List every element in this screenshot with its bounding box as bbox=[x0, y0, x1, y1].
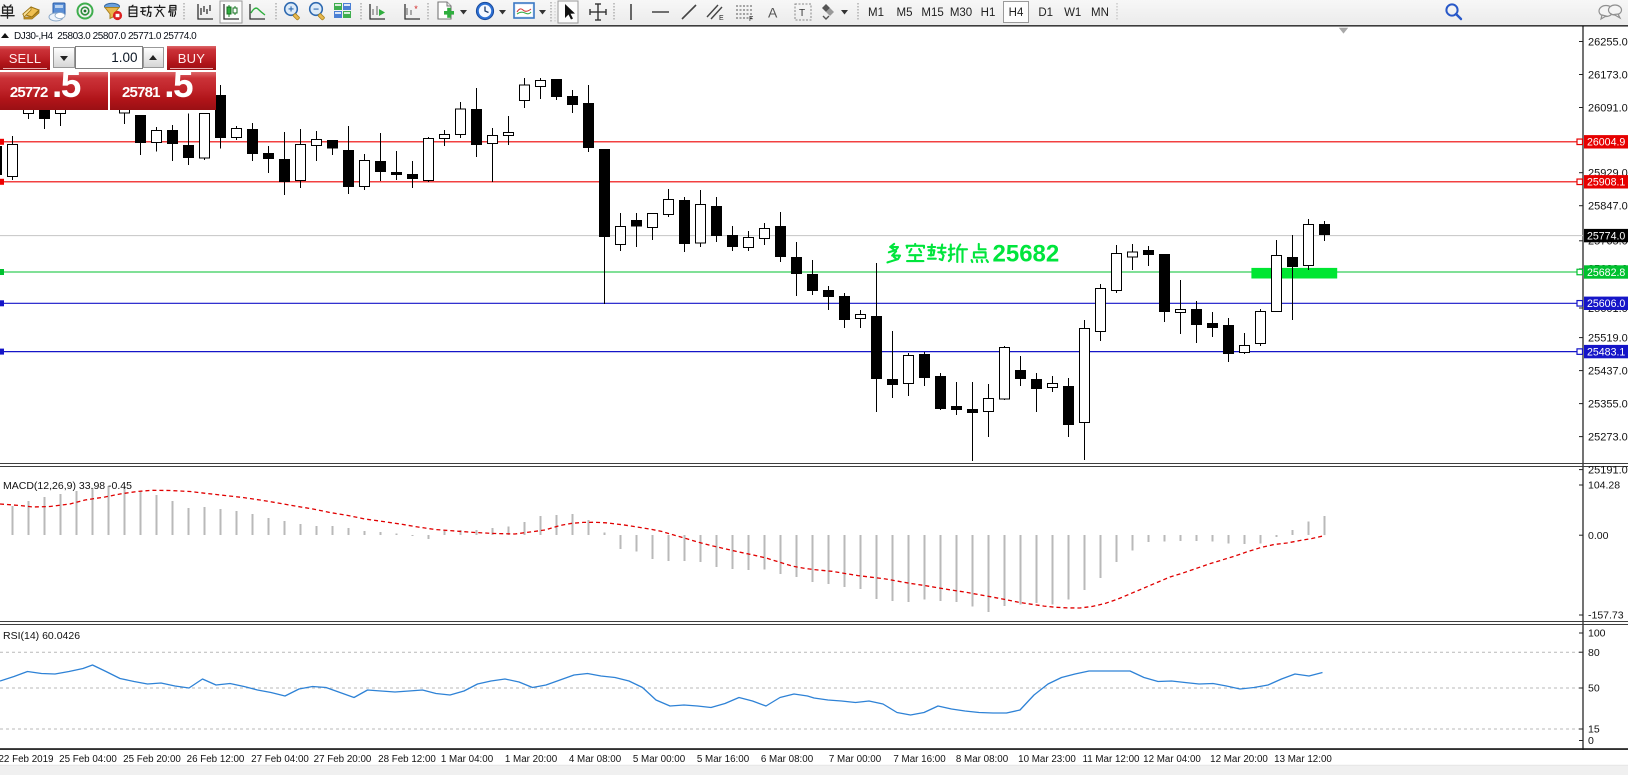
svg-text:5 Mar 00:00: 5 Mar 00:00 bbox=[633, 754, 686, 765]
svg-text:25 Feb 20:00: 25 Feb 20:00 bbox=[123, 754, 181, 765]
svg-text:1 Mar 20:00: 1 Mar 20:00 bbox=[505, 754, 558, 765]
svg-text:-157.73: -157.73 bbox=[1588, 610, 1624, 622]
svg-text:25437.0: 25437.0 bbox=[1588, 365, 1628, 377]
svg-text:22 Feb 2019: 22 Feb 2019 bbox=[0, 754, 54, 765]
svg-text:4 Mar 08:00: 4 Mar 08:00 bbox=[569, 754, 622, 765]
svg-text:25483.1: 25483.1 bbox=[1587, 346, 1625, 358]
svg-text:26255.0: 26255.0 bbox=[1588, 36, 1628, 48]
svg-text:12 Mar 04:00: 12 Mar 04:00 bbox=[1143, 754, 1201, 765]
svg-text:13 Mar 12:00: 13 Mar 12:00 bbox=[1274, 754, 1332, 765]
svg-text:M1: M1 bbox=[868, 7, 884, 19]
svg-text:+: + bbox=[288, 5, 294, 16]
svg-text:25519.0: 25519.0 bbox=[1588, 332, 1628, 344]
svg-text:M30: M30 bbox=[950, 7, 972, 19]
svg-text:7 Mar 16:00: 7 Mar 16:00 bbox=[893, 754, 946, 765]
svg-text:12 Mar 20:00: 12 Mar 20:00 bbox=[1210, 754, 1268, 765]
svg-text:−: − bbox=[313, 5, 319, 16]
svg-text:E: E bbox=[719, 15, 724, 22]
svg-text:M15: M15 bbox=[921, 7, 943, 19]
svg-text:25774.0: 25774.0 bbox=[1587, 230, 1625, 242]
svg-text:25191.0: 25191.0 bbox=[1588, 464, 1628, 476]
svg-text:MN: MN bbox=[1091, 7, 1109, 19]
svg-text:A: A bbox=[768, 5, 778, 21]
svg-text:M5: M5 bbox=[897, 7, 913, 19]
svg-text:10 Mar 23:00: 10 Mar 23:00 bbox=[1018, 754, 1076, 765]
svg-text:26091.0: 26091.0 bbox=[1588, 102, 1628, 114]
svg-text:T: T bbox=[799, 8, 805, 19]
svg-text:26004.9: 26004.9 bbox=[1587, 137, 1625, 149]
svg-text:25682: 25682 bbox=[993, 241, 1060, 268]
svg-text:5 Mar 16:00: 5 Mar 16:00 bbox=[697, 754, 750, 765]
svg-text:0: 0 bbox=[1588, 735, 1594, 747]
svg-text:25 Feb 04:00: 25 Feb 04:00 bbox=[59, 754, 117, 765]
svg-text:F: F bbox=[749, 16, 753, 23]
svg-text:11 Mar 12:00: 11 Mar 12:00 bbox=[1082, 754, 1140, 765]
svg-text:26173.0: 26173.0 bbox=[1588, 69, 1628, 81]
svg-text:104.28: 104.28 bbox=[1588, 480, 1620, 492]
svg-text:25847.0: 25847.0 bbox=[1588, 201, 1628, 213]
svg-text:80: 80 bbox=[1588, 647, 1600, 659]
svg-text:25682.8: 25682.8 bbox=[1587, 267, 1625, 279]
svg-text:27 Feb 20:00: 27 Feb 20:00 bbox=[314, 754, 372, 765]
svg-text:0.00: 0.00 bbox=[1588, 530, 1609, 542]
svg-text:7 Mar 00:00: 7 Mar 00:00 bbox=[829, 754, 882, 765]
svg-text:25908.1: 25908.1 bbox=[1587, 177, 1625, 189]
svg-text:25273.0: 25273.0 bbox=[1588, 431, 1628, 443]
svg-text:H4: H4 bbox=[1009, 7, 1024, 19]
svg-text:*: * bbox=[414, 4, 418, 14]
svg-text:50: 50 bbox=[1588, 683, 1600, 695]
svg-text:W1: W1 bbox=[1064, 7, 1081, 19]
svg-text:25355.0: 25355.0 bbox=[1588, 398, 1628, 410]
svg-text:27 Feb 04:00: 27 Feb 04:00 bbox=[251, 754, 309, 765]
svg-text:1 Mar 04:00: 1 Mar 04:00 bbox=[441, 754, 494, 765]
svg-text:100: 100 bbox=[1588, 628, 1606, 640]
svg-text:15: 15 bbox=[1588, 724, 1600, 736]
svg-text:6 Mar 08:00: 6 Mar 08:00 bbox=[761, 754, 814, 765]
svg-text:D1: D1 bbox=[1038, 7, 1053, 19]
svg-text:RSI(14) 60.0426: RSI(14) 60.0426 bbox=[3, 630, 80, 642]
svg-text:26 Feb 12:00: 26 Feb 12:00 bbox=[187, 754, 245, 765]
svg-text:H1: H1 bbox=[981, 7, 996, 19]
svg-text:MACD(12,26,9) 33.98 -0.45: MACD(12,26,9) 33.98 -0.45 bbox=[3, 480, 132, 492]
svg-text:25606.0: 25606.0 bbox=[1587, 298, 1625, 310]
svg-text:28 Feb 12:00: 28 Feb 12:00 bbox=[378, 754, 436, 765]
svg-text:8 Mar 08:00: 8 Mar 08:00 bbox=[956, 754, 1009, 765]
